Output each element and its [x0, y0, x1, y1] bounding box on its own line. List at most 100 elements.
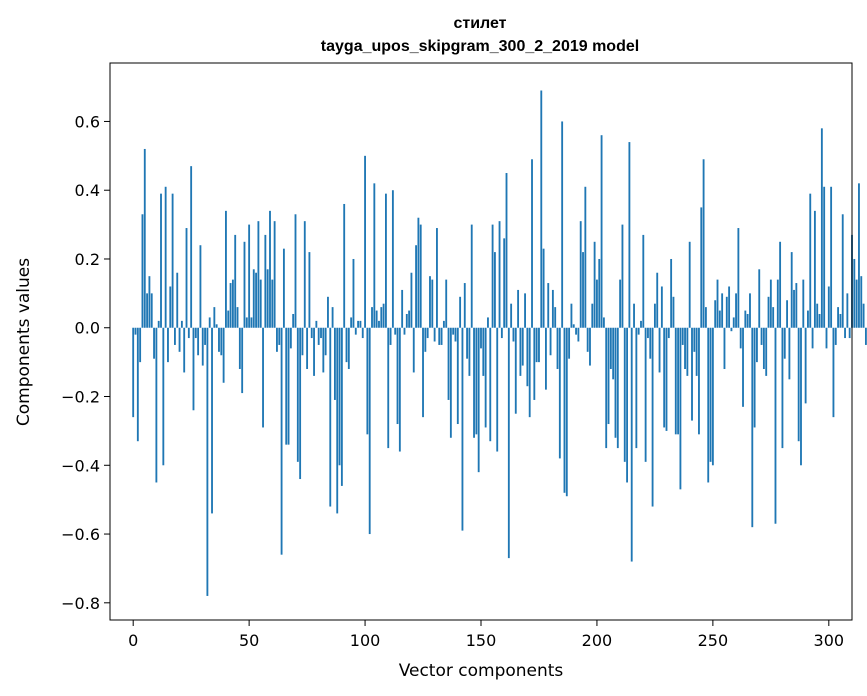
bar-175: [538, 327, 540, 363]
bar-231: [667, 327, 670, 339]
bar-284: [790, 252, 793, 328]
bar-135: [445, 279, 448, 328]
bar-304: [837, 307, 840, 328]
bar-106: [378, 320, 380, 328]
bar-4: [141, 214, 144, 328]
bar-75: [306, 327, 309, 370]
bar-117: [403, 327, 406, 335]
bar-288: [800, 327, 802, 466]
bar-35: [213, 307, 216, 328]
bar-248: [707, 327, 710, 483]
bar-276: [772, 307, 775, 328]
bar-0: [132, 327, 135, 418]
bar-109: [385, 193, 387, 328]
bar-268: [753, 327, 756, 428]
bar-156: [493, 252, 496, 328]
bar-158: [498, 221, 501, 328]
bar-128: [429, 276, 431, 328]
bar-5: [143, 148, 146, 328]
bar-56: [262, 327, 264, 428]
bar-204: [605, 327, 608, 449]
bar-110: [387, 327, 390, 449]
bar-190: [572, 324, 575, 328]
bar-302: [832, 327, 835, 418]
bar-6: [146, 293, 149, 328]
bar-199: [593, 241, 596, 328]
bar-178: [545, 327, 547, 390]
bar-305: [839, 313, 842, 328]
bar-132: [438, 327, 441, 345]
bar-47: [241, 327, 244, 394]
bar-98: [359, 320, 362, 328]
bar-281: [783, 327, 786, 359]
bar-282: [786, 300, 788, 328]
bar-34: [211, 327, 213, 514]
bar-220: [642, 234, 645, 328]
bar-69: [292, 313, 295, 328]
bar-157: [496, 327, 499, 452]
bar-74: [303, 221, 306, 328]
bar-146: [470, 224, 473, 328]
bar-315: [862, 303, 865, 328]
bar-280: [781, 327, 784, 449]
bar-279: [779, 241, 782, 328]
bar-200: [596, 279, 598, 328]
bar-177: [542, 248, 545, 328]
chart-title-line1: стилет: [453, 15, 506, 32]
y-tick-label-4: 0.0: [75, 319, 100, 338]
bar-161: [505, 173, 508, 328]
bar-173: [533, 327, 536, 400]
bar-19: [176, 272, 179, 328]
bar-277: [774, 327, 777, 524]
bar-149: [477, 327, 480, 473]
bar-148: [475, 327, 478, 435]
bar-172: [531, 159, 533, 328]
bar-37: [218, 327, 220, 352]
bar-55: [259, 279, 262, 328]
bar-232: [670, 258, 673, 328]
bar-194: [582, 252, 584, 328]
bar-226: [656, 272, 659, 328]
bar-52: [252, 269, 255, 328]
bar-251: [714, 300, 717, 328]
bar-31: [204, 327, 206, 345]
bar-97: [357, 320, 360, 328]
bar-24: [187, 327, 190, 339]
bar-186: [563, 327, 566, 493]
bar-309: [848, 327, 851, 339]
bar-14: [164, 186, 167, 328]
y-tick-label-6: 0.4: [75, 181, 100, 200]
bar-176: [540, 90, 543, 328]
bar-205: [607, 327, 610, 425]
bar-275: [769, 279, 772, 328]
bar-286: [795, 283, 798, 328]
bar-112: [391, 190, 394, 328]
bar-225: [653, 303, 656, 328]
bar-263: [742, 327, 744, 407]
bars-group: [132, 90, 867, 596]
bar-180: [549, 327, 552, 356]
bar-144: [466, 327, 469, 359]
bar-143: [463, 283, 466, 328]
bar-103: [371, 307, 373, 328]
bar-41: [227, 310, 230, 328]
bar-12: [160, 193, 162, 328]
bar-108: [382, 303, 385, 328]
bar-17: [171, 193, 174, 328]
bar-307: [844, 327, 846, 339]
bar-242: [693, 327, 696, 352]
bar-266: [749, 293, 751, 328]
bar-195: [584, 186, 587, 328]
bar-160: [503, 238, 506, 328]
bar-46: [238, 327, 241, 370]
bar-131: [436, 228, 438, 328]
bar-152: [484, 327, 487, 428]
bar-54: [257, 221, 260, 328]
bar-92: [345, 327, 348, 363]
bar-22: [183, 327, 186, 373]
bar-234: [674, 327, 677, 435]
bar-105: [375, 310, 378, 328]
bar-203: [602, 317, 605, 328]
bar-121: [412, 327, 415, 373]
